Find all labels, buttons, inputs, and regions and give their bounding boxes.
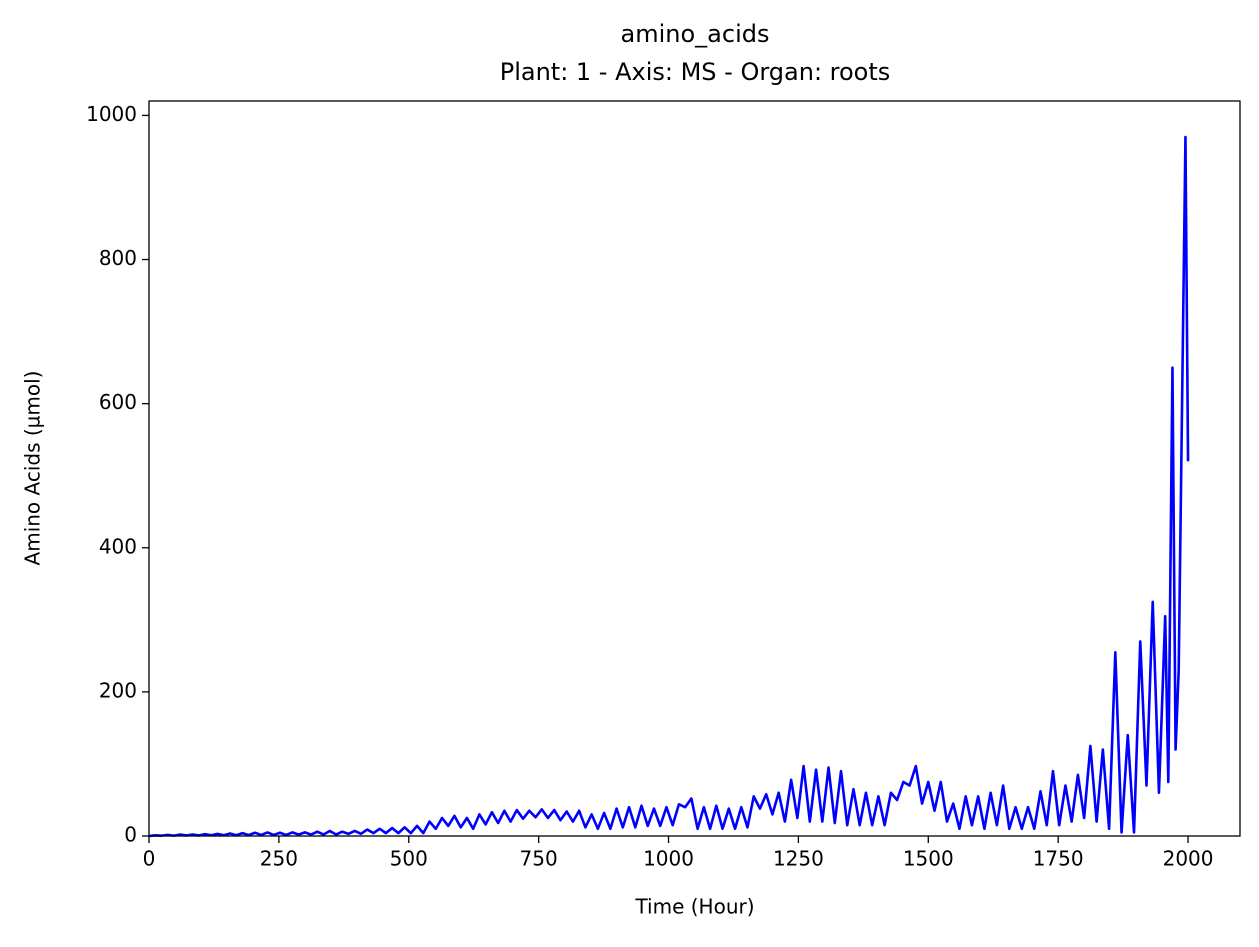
- chart-title: amino_acids: [621, 20, 770, 48]
- y-tick-label: 800: [99, 246, 137, 270]
- x-tick-label: 250: [260, 847, 298, 871]
- y-tick-label: 600: [99, 390, 137, 414]
- x-tick-label: 0: [143, 847, 156, 871]
- y-tick-label: 400: [99, 534, 137, 558]
- y-tick-label: 200: [99, 678, 137, 702]
- y-axis-label: Amino Acids (µmol): [21, 371, 45, 566]
- x-tick-label: 2000: [1163, 847, 1214, 871]
- x-tick-label: 1250: [773, 847, 824, 871]
- x-tick-label: 1750: [1033, 847, 1084, 871]
- data-line: [148, 135, 1190, 838]
- x-tick-label: 1500: [903, 847, 954, 871]
- chart-subtitle: Plant: 1 - Axis: MS - Organ: roots: [500, 58, 891, 86]
- y-tick-label: 0: [124, 823, 137, 847]
- x-tick-label: 1000: [643, 847, 694, 871]
- plot-frame: [148, 100, 1241, 837]
- x-tick-label: 500: [390, 847, 428, 871]
- x-axis-label: Time (Hour): [634, 895, 754, 919]
- y-tick-label: 1000: [86, 102, 137, 126]
- x-tick-label: 750: [520, 847, 558, 871]
